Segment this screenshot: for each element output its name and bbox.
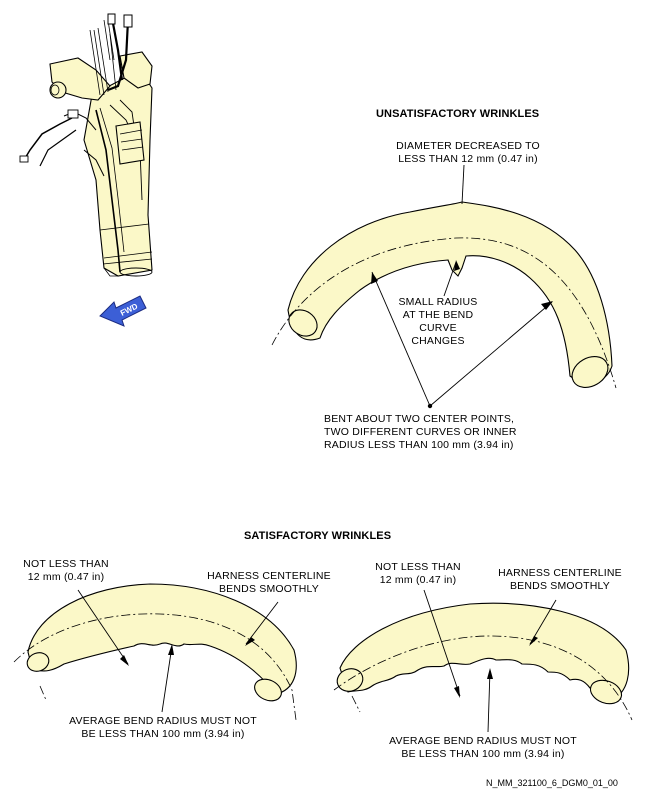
fwd-arrow-icon: FWD [99,295,147,327]
right-average-bend-label: AVERAGE BEND RADIUS MUST NOT BE LESS THA… [389,735,577,760]
left-not-less-label: NOT LESS THAN 12 mm (0.47 in) [23,558,109,583]
satisfactory-harness-right [333,589,633,733]
landing-gear-illustration [19,13,153,277]
satisfactory-title: SATISFACTORY WRINKLES [244,530,392,542]
small-radius-label: SMALL RADIUS AT THE BEND CURVE CHANGES [398,296,478,347]
unsatisfactory-title: UNSATISFACTORY WRINKLES [376,108,540,120]
unsatisfactory-harness [271,164,617,409]
left-average-bend-label: AVERAGE BEND RADIUS MUST NOT BE LESS THA… [69,715,257,740]
right-centerline-label: HARNESS CENTERLINE BENDS SMOOTHLY [498,567,622,592]
diameter-decreased-label: DIAMETER DECREASED TO LESS THAN 12 mm (0… [396,140,540,165]
left-centerline-label: HARNESS CENTERLINE BENDS SMOOTHLY [207,570,331,595]
bent-about-two-center-points-label: BENT ABOUT TWO CENTER POINTS, TWO DIFFER… [324,413,517,451]
figure-code: N_MM_321100_6_DGM0_01_00 [486,778,618,788]
right-not-less-label: NOT LESS THAN 12 mm (0.47 in) [375,561,461,586]
satisfactory-harness-left [13,583,297,721]
